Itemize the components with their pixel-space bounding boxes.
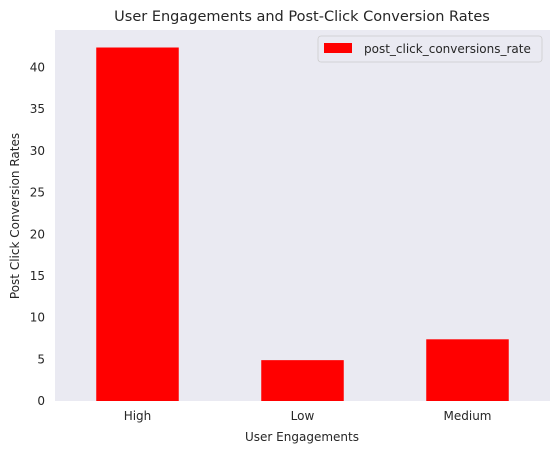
x-tick-label: Medium [444,409,492,423]
legend: post_click_conversions_rate [317,35,543,63]
legend-box [317,35,543,63]
bars-layer [96,47,509,401]
x-axis-label: User Engagements [245,430,359,444]
legend-swatch [324,43,352,53]
bar-high [96,47,179,401]
chart-title: User Engagements and Post-Click Conversi… [114,9,490,25]
bar-low [261,360,344,401]
x-tick-label: High [124,409,152,423]
y-tick-label: 25 [30,186,45,200]
y-tick-label: 30 [30,144,45,158]
y-tick-label: 10 [30,311,45,325]
y-axis-label: Post Click Conversion Rates [8,133,22,299]
bar-medium [426,339,509,401]
y-tick-label: 20 [30,227,45,241]
y-tick-label: 15 [30,269,45,283]
y-tick-label: 35 [30,102,45,116]
y-tick-label: 0 [37,394,45,408]
y-tick-label: 5 [37,352,45,366]
y-axis-ticks: 0 5 10 15 20 25 30 35 40 [30,61,45,408]
legend-label: post_click_conversions_rate [364,42,531,56]
x-axis-ticks: High Low Medium [124,409,492,423]
x-tick-label: Low [291,409,315,423]
y-tick-label: 40 [30,61,45,75]
